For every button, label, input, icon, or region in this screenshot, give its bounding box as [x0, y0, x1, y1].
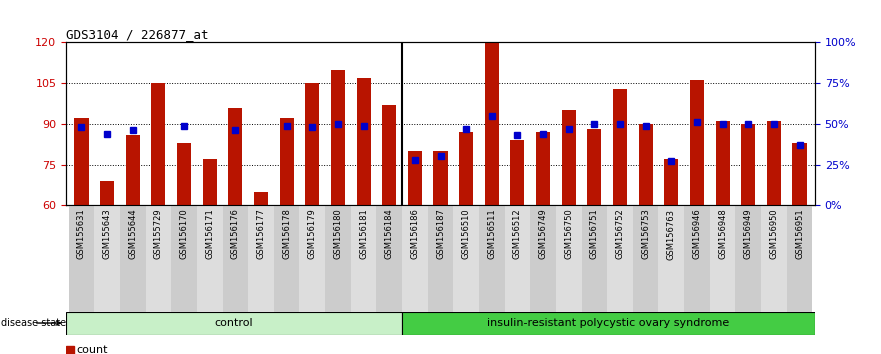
- Bar: [793, 143, 807, 205]
- Text: GSM156179: GSM156179: [307, 209, 317, 259]
- Bar: [536, 132, 550, 205]
- Text: GSM156171: GSM156171: [205, 209, 214, 259]
- Bar: [351, 205, 376, 312]
- Text: GSM156180: GSM156180: [333, 209, 343, 259]
- Text: GSM156951: GSM156951: [795, 209, 804, 259]
- Text: GSM156511: GSM156511: [487, 209, 496, 259]
- Text: GSM156949: GSM156949: [744, 209, 752, 259]
- Bar: [177, 143, 191, 205]
- Bar: [710, 205, 736, 312]
- Bar: [530, 205, 556, 312]
- Text: GSM155631: GSM155631: [77, 209, 86, 259]
- Bar: [479, 205, 505, 312]
- Bar: [357, 78, 371, 205]
- Bar: [736, 205, 761, 312]
- Bar: [664, 159, 678, 205]
- Bar: [171, 205, 196, 312]
- Text: GSM156752: GSM156752: [616, 209, 625, 259]
- Bar: [633, 205, 658, 312]
- Bar: [613, 88, 627, 205]
- Bar: [69, 205, 94, 312]
- Bar: [145, 205, 171, 312]
- Text: GSM156753: GSM156753: [641, 209, 650, 259]
- Text: GSM155644: GSM155644: [129, 209, 137, 259]
- Bar: [279, 119, 293, 205]
- Bar: [510, 140, 524, 205]
- Text: GSM156186: GSM156186: [411, 209, 419, 259]
- Text: GSM156510: GSM156510: [462, 209, 470, 259]
- Bar: [485, 42, 499, 205]
- Text: count: count: [76, 345, 107, 354]
- Bar: [454, 205, 479, 312]
- Bar: [402, 312, 815, 335]
- Bar: [248, 205, 274, 312]
- Bar: [74, 119, 88, 205]
- Bar: [562, 110, 576, 205]
- Bar: [331, 70, 345, 205]
- Bar: [228, 108, 242, 205]
- Bar: [120, 205, 145, 312]
- Text: GSM156750: GSM156750: [564, 209, 574, 259]
- Bar: [588, 129, 602, 205]
- Bar: [203, 159, 217, 205]
- Bar: [408, 151, 422, 205]
- Text: GSM156177: GSM156177: [256, 209, 265, 259]
- Bar: [685, 205, 710, 312]
- Text: GSM156751: GSM156751: [590, 209, 599, 259]
- Bar: [66, 312, 402, 335]
- Bar: [741, 124, 755, 205]
- Bar: [376, 205, 402, 312]
- Bar: [658, 205, 685, 312]
- Text: GSM156178: GSM156178: [282, 209, 291, 259]
- Text: insulin-resistant polycystic ovary syndrome: insulin-resistant polycystic ovary syndr…: [487, 318, 729, 328]
- Bar: [690, 80, 704, 205]
- Text: GSM156170: GSM156170: [180, 209, 189, 259]
- Bar: [94, 205, 120, 312]
- Text: control: control: [215, 318, 253, 328]
- Text: GSM156176: GSM156176: [231, 209, 240, 259]
- Bar: [766, 121, 781, 205]
- Bar: [607, 205, 633, 312]
- Bar: [715, 121, 729, 205]
- Bar: [305, 83, 319, 205]
- Text: GDS3104 / 226877_at: GDS3104 / 226877_at: [66, 28, 209, 41]
- Bar: [505, 205, 530, 312]
- Bar: [427, 205, 454, 312]
- Text: GSM156950: GSM156950: [769, 209, 779, 259]
- Text: GSM156946: GSM156946: [692, 209, 701, 259]
- Bar: [761, 205, 787, 312]
- Bar: [433, 151, 448, 205]
- Bar: [223, 205, 248, 312]
- Text: GSM155729: GSM155729: [154, 209, 163, 259]
- Text: GSM156512: GSM156512: [513, 209, 522, 259]
- Bar: [556, 205, 581, 312]
- Bar: [126, 135, 140, 205]
- Text: GSM156763: GSM156763: [667, 209, 676, 259]
- Text: GSM156181: GSM156181: [359, 209, 368, 259]
- Bar: [100, 181, 115, 205]
- Bar: [382, 105, 396, 205]
- Bar: [325, 205, 351, 312]
- Text: GSM156184: GSM156184: [385, 209, 394, 259]
- Bar: [639, 124, 653, 205]
- Text: GSM156948: GSM156948: [718, 209, 727, 259]
- Bar: [254, 192, 268, 205]
- Text: GSM155643: GSM155643: [102, 209, 112, 259]
- Bar: [196, 205, 223, 312]
- Bar: [300, 205, 325, 312]
- Bar: [459, 132, 473, 205]
- Bar: [787, 205, 812, 312]
- Text: GSM156749: GSM156749: [538, 209, 548, 259]
- Text: disease state: disease state: [2, 318, 66, 328]
- Bar: [402, 205, 427, 312]
- Bar: [152, 83, 166, 205]
- Text: GSM156187: GSM156187: [436, 209, 445, 259]
- Bar: [581, 205, 607, 312]
- Bar: [274, 205, 300, 312]
